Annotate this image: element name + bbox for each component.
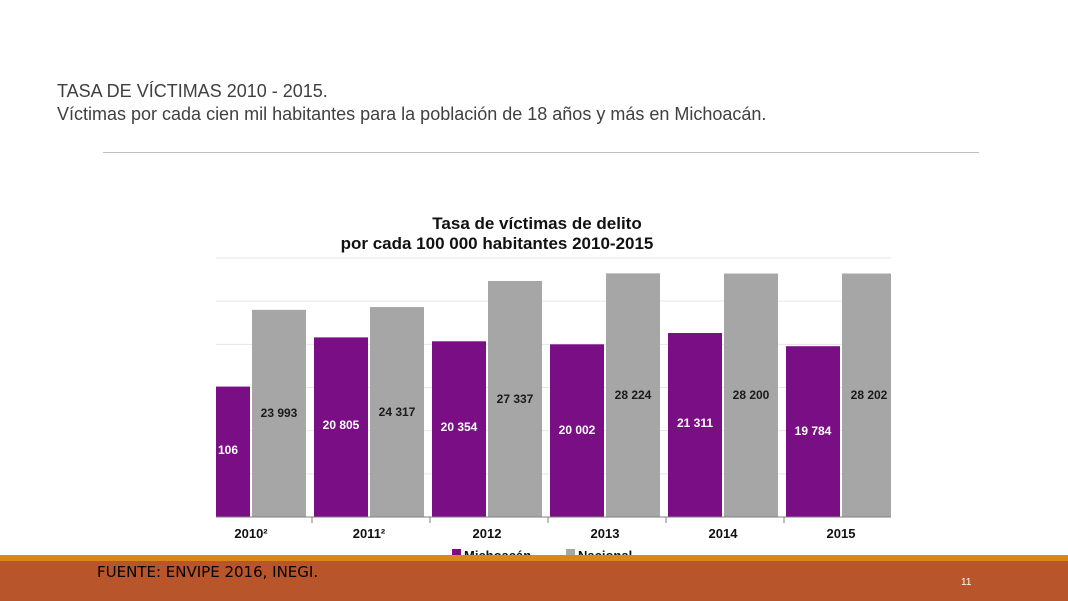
x-tick-label: 2014: [709, 526, 739, 541]
legend-label: Michoacán: [464, 548, 531, 558]
data-label: 28 200: [733, 388, 770, 402]
source-note: FUENTE: ENVIPE 2016, INEGI.: [97, 563, 319, 581]
slide-title-line2: Víctimas por cada cien mil habitantes pa…: [57, 104, 767, 124]
bar-nacional: [252, 309, 306, 517]
slide-title-line1: TASA DE VÍCTIMAS 2010 - 2015.: [57, 81, 328, 101]
bar-michoacan: [550, 344, 604, 517]
slide-title: TASA DE VÍCTIMAS 2010 - 2015. Víctimas p…: [57, 80, 1017, 126]
bar-michoacan: [216, 386, 250, 517]
data-label: 28 202: [851, 388, 888, 402]
x-tick-label: 2010²: [234, 526, 268, 541]
data-label: 20 002: [559, 423, 596, 437]
bar-nacional: [842, 273, 891, 517]
data-label: 27 337: [497, 392, 534, 406]
bar-nacional: [370, 307, 424, 517]
data-label: 24 317: [379, 405, 416, 419]
x-tick-label: 2011²: [353, 526, 386, 541]
chart-subtitle: por cada 100 000 habitantes 2010-2015: [341, 234, 654, 253]
bars: [216, 273, 891, 517]
x-tick-label: 2012: [473, 526, 502, 541]
bar-michoacan: [432, 341, 486, 517]
x-axis-ticks: 2010² 2011² 2012 2013 2014 2015: [234, 517, 855, 541]
value-labels: 5 106 23 993 20 805 24 317 20 354 27 337 20 00…: [216, 388, 888, 457]
bar-michoacan: [786, 346, 840, 517]
bar-nacional: [488, 280, 542, 517]
legend-label: Nacional: [578, 548, 632, 558]
bar-chart: Tasa de víctimas de delito por cada 100 …: [216, 214, 891, 558]
legend-swatch: [566, 549, 575, 558]
bar-nacional: [724, 273, 778, 517]
data-label: 19 784: [795, 424, 832, 438]
page-number: 11: [961, 577, 972, 588]
legend-swatch: [452, 549, 461, 558]
footer-accent-strip: [0, 555, 1068, 561]
x-tick-label: 2015: [827, 526, 856, 541]
x-tick-label: 2013: [591, 526, 620, 541]
bar-nacional: [606, 273, 660, 517]
data-label: 23 993: [261, 406, 298, 420]
chart-area: Tasa de víctimas de delito por cada 100 …: [216, 208, 891, 558]
footer-bar: [0, 561, 1068, 601]
title-divider: [103, 152, 979, 153]
data-label: 5 106: [216, 443, 238, 457]
data-label: 21 311: [677, 416, 713, 430]
data-label: 28 224: [615, 388, 652, 402]
legend: Michoacán Nacional: [452, 548, 632, 558]
bar-michoacan: [668, 333, 722, 517]
chart-title: Tasa de víctimas de delito: [432, 214, 641, 233]
bar-michoacan: [314, 337, 368, 517]
data-label: 20 354: [441, 420, 478, 434]
data-label: 20 805: [323, 418, 360, 432]
